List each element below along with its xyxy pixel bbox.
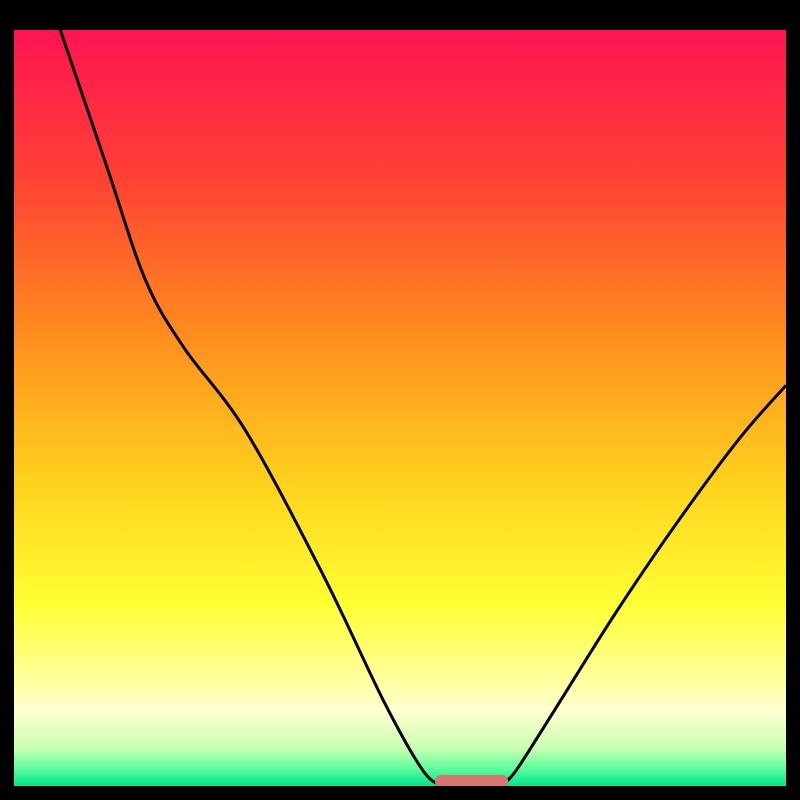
frame-border-left (0, 0, 14, 800)
frame-border-right (786, 0, 800, 800)
valley-flat-marker (435, 775, 508, 786)
frame-border-bottom (0, 786, 800, 800)
plot-area (14, 30, 786, 786)
frame-border-top (0, 0, 800, 30)
chart-frame: TheBottleNecker.com (0, 0, 800, 800)
bottleneck-curve-svg (14, 30, 786, 786)
bottleneck-curve-path (60, 30, 786, 786)
